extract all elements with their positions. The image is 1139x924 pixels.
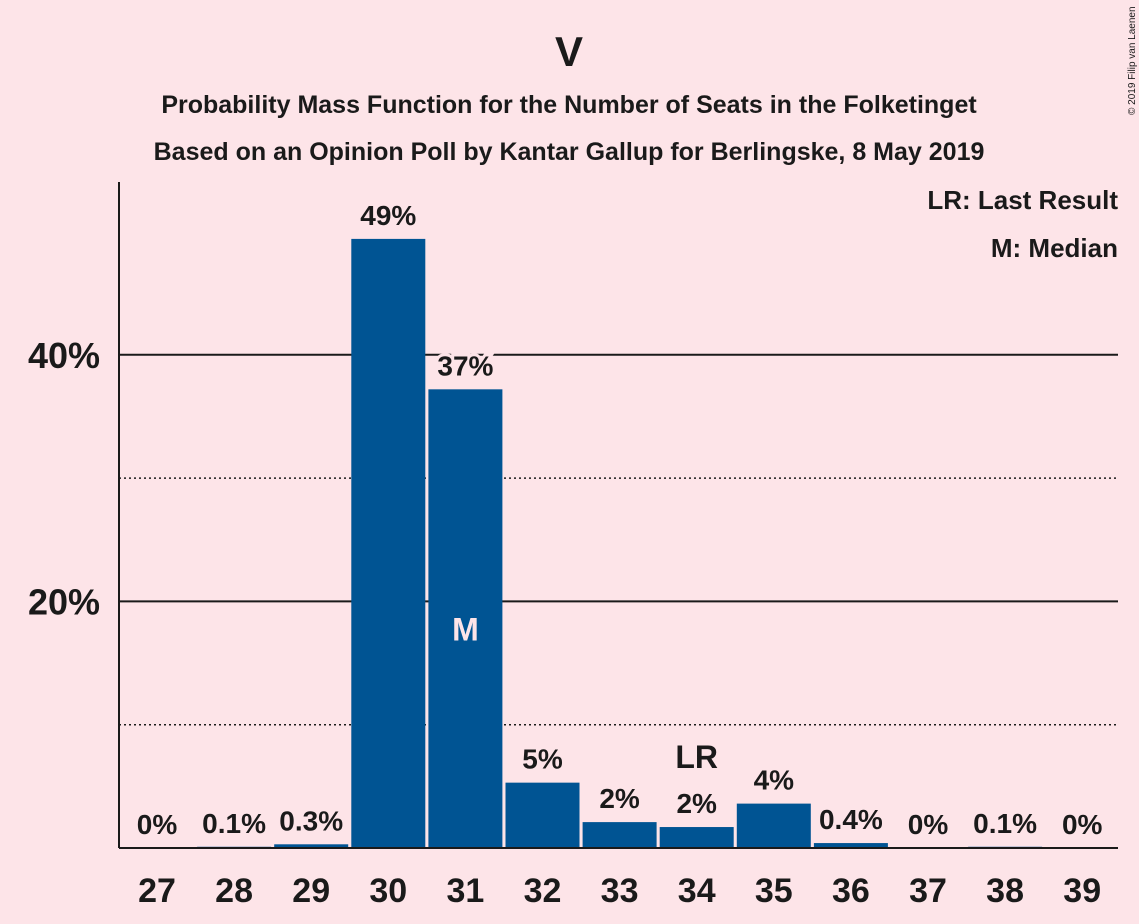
data-label-36: 0.4% [819,804,883,835]
data-label-33: 2% [599,783,640,814]
y-tick-labels: 20% 40% [28,335,100,623]
x-tick-labels: 27 28 29 30 31 32 33 34 35 36 37 38 39 [138,872,1101,910]
median-marker: M [452,612,479,648]
bar-33 [582,822,657,848]
last-result-marker: LR [675,739,718,775]
bar-34 [659,827,734,848]
data-label-27: 0% [137,809,178,840]
data-label-28: 0.1% [202,808,266,839]
x-tick-36: 36 [832,872,870,910]
data-label-32: 5% [522,744,563,775]
bar-31 [428,389,503,848]
data-label-39: 0% [1062,809,1103,840]
data-label-38: 0.1% [973,808,1037,839]
x-tick-35: 35 [755,872,793,910]
chart-title: V [555,28,583,75]
x-tick-31: 31 [446,872,484,910]
legend-last-result: LR: Last Result [927,185,1118,215]
data-labels: 0% 0.1% 0.3% 49% 37% M 5% 2% 2% LR 4% 0.4% 0% 0.1% 0% [134,197,1106,843]
x-tick-27: 27 [138,872,176,910]
x-tick-32: 32 [524,872,562,910]
x-tick-34: 34 [678,872,716,910]
bar-35 [736,803,811,848]
data-label-30: 49% [360,200,416,231]
bars [197,238,1043,848]
x-tick-28: 28 [215,872,253,910]
bar-32 [505,782,580,848]
data-label-34: 2% [676,788,717,819]
x-tick-38: 38 [986,872,1024,910]
data-label-29: 0.3% [279,805,343,836]
x-tick-33: 33 [601,872,639,910]
data-label-37: 0% [908,809,949,840]
y-tick-20: 20% [28,581,100,622]
bar-36 [813,843,888,848]
grid-lines [119,353,1118,726]
chart-subtitle-1: Probability Mass Function for the Number… [161,91,977,119]
bar-29 [274,844,349,848]
x-tick-30: 30 [369,872,407,910]
bar-30 [351,238,426,848]
data-label-31: 37% [437,350,493,381]
x-tick-29: 29 [292,872,330,910]
legend-median: M: Median [991,233,1118,263]
copyright-notice: © 2019 Filip van Laenen [1127,6,1138,115]
x-tick-39: 39 [1063,872,1101,910]
x-tick-37: 37 [909,872,947,910]
chart-subtitle-2: Based on an Opinion Poll by Kantar Gallu… [154,138,985,166]
data-label-35: 4% [754,765,795,796]
y-tick-40: 40% [28,335,100,376]
